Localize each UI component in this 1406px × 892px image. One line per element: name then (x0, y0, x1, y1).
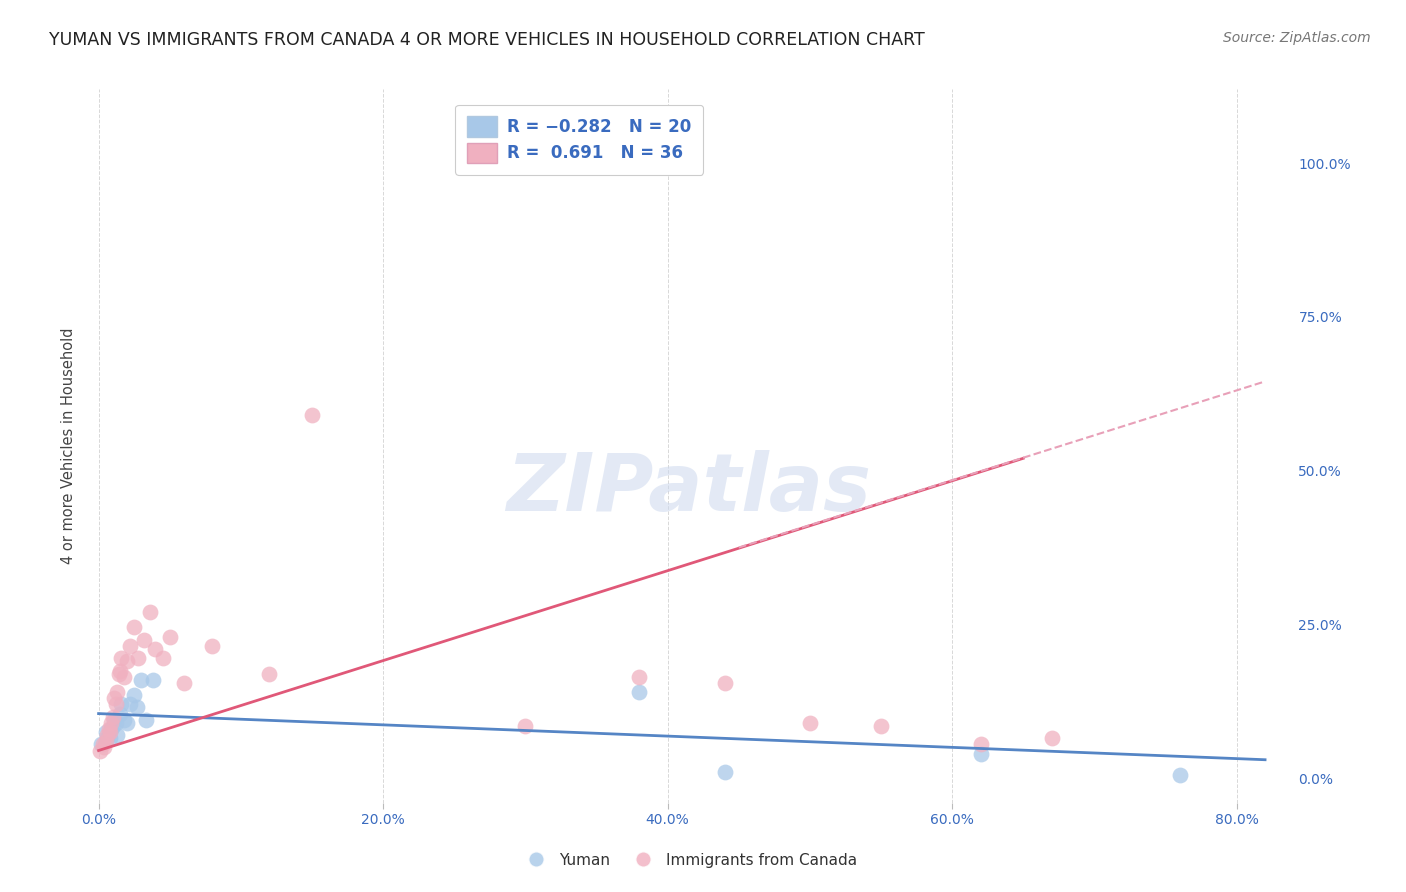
Point (118, 698, 141, 712)
Point (115, 715, 138, 730)
Point (112, 670, 135, 684)
Point (1040, 731, 1063, 746)
Point (94, 725, 117, 739)
Legend: Yuman, Immigrants from Canada: Yuman, Immigrants from Canada (515, 847, 863, 873)
Point (96, 728, 118, 742)
Text: YUMAN VS IMMIGRANTS FROM CANADA 4 OR MORE VEHICLES IN HOUSEHOLD CORRELATION CHAR: YUMAN VS IMMIGRANTS FROM CANADA 4 OR MOR… (49, 31, 925, 49)
Point (90, 737, 112, 751)
Point (105, 685, 128, 699)
Point (108, 706, 131, 721)
Y-axis label: 4 or more Vehicles in Household: 4 or more Vehicles in Household (60, 327, 76, 565)
Point (97, 722, 120, 736)
Point (628, 670, 651, 684)
Point (103, 691, 125, 706)
Point (118, 639, 141, 653)
Point (173, 676, 195, 690)
Point (100, 722, 122, 736)
Point (101, 709, 124, 723)
Point (713, 765, 735, 780)
Point (100, 715, 122, 730)
Point (89, 743, 111, 757)
Point (870, 719, 893, 733)
Point (135, 713, 157, 727)
Point (125, 700, 148, 714)
Point (159, 630, 181, 644)
Point (110, 651, 132, 665)
Point (96, 731, 118, 746)
Point (301, 409, 323, 423)
Point (139, 605, 162, 619)
Point (122, 688, 145, 702)
Point (122, 620, 145, 634)
Point (132, 632, 155, 647)
Point (142, 673, 165, 687)
Text: Source: ZipAtlas.com: Source: ZipAtlas.com (1223, 31, 1371, 45)
Point (112, 713, 135, 727)
Point (713, 676, 735, 690)
Point (104, 715, 127, 730)
Point (94, 734, 117, 748)
Point (104, 698, 127, 712)
Point (969, 737, 991, 751)
Point (98, 725, 121, 739)
Point (98, 731, 121, 746)
Text: ZIPatlas: ZIPatlas (506, 450, 872, 528)
Point (108, 664, 131, 678)
Point (201, 639, 224, 653)
Point (91, 737, 114, 751)
Point (628, 685, 651, 699)
Point (799, 715, 821, 730)
Point (110, 698, 132, 712)
Point (101, 719, 124, 733)
Point (129, 673, 152, 687)
Point (515, 719, 537, 733)
Point (115, 654, 138, 668)
Point (145, 642, 167, 657)
Point (105, 728, 128, 742)
Point (152, 651, 174, 665)
Point (127, 651, 149, 665)
Point (93, 740, 115, 755)
Point (107, 666, 129, 681)
Point (259, 666, 281, 681)
Point (1168, 768, 1191, 782)
Point (969, 747, 991, 761)
Point (103, 713, 125, 727)
